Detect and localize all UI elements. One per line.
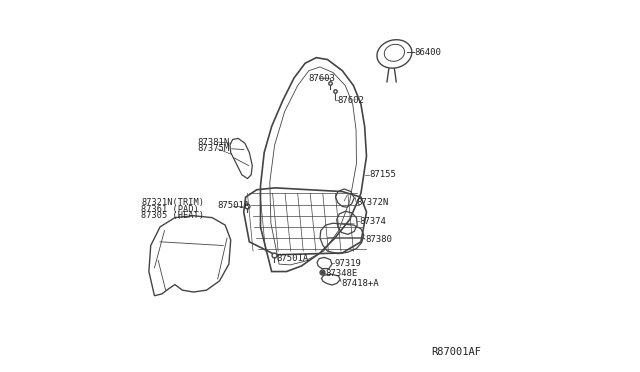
Text: 87155: 87155 [369, 170, 396, 179]
Text: 87305 (HEAT): 87305 (HEAT) [141, 211, 204, 220]
Text: 87375M: 87375M [197, 144, 230, 153]
Text: 87381N: 87381N [197, 138, 230, 147]
Text: 87418+A: 87418+A [342, 279, 380, 288]
Text: 87380: 87380 [365, 235, 392, 244]
Text: 87321N(TRIM): 87321N(TRIM) [141, 198, 204, 207]
Text: 97319: 97319 [334, 259, 361, 267]
Text: 87602: 87602 [338, 96, 365, 105]
Text: 87374: 87374 [359, 217, 386, 226]
Text: 86400: 86400 [415, 48, 442, 57]
Text: 87603: 87603 [308, 74, 335, 83]
Text: R87001AF: R87001AF [431, 347, 481, 356]
Text: 87361 (PAD): 87361 (PAD) [141, 205, 199, 214]
Text: 87372N: 87372N [356, 198, 388, 207]
Text: 87501A: 87501A [276, 254, 308, 263]
Text: 87501A: 87501A [218, 201, 250, 210]
Text: 87348E: 87348E [326, 269, 358, 278]
